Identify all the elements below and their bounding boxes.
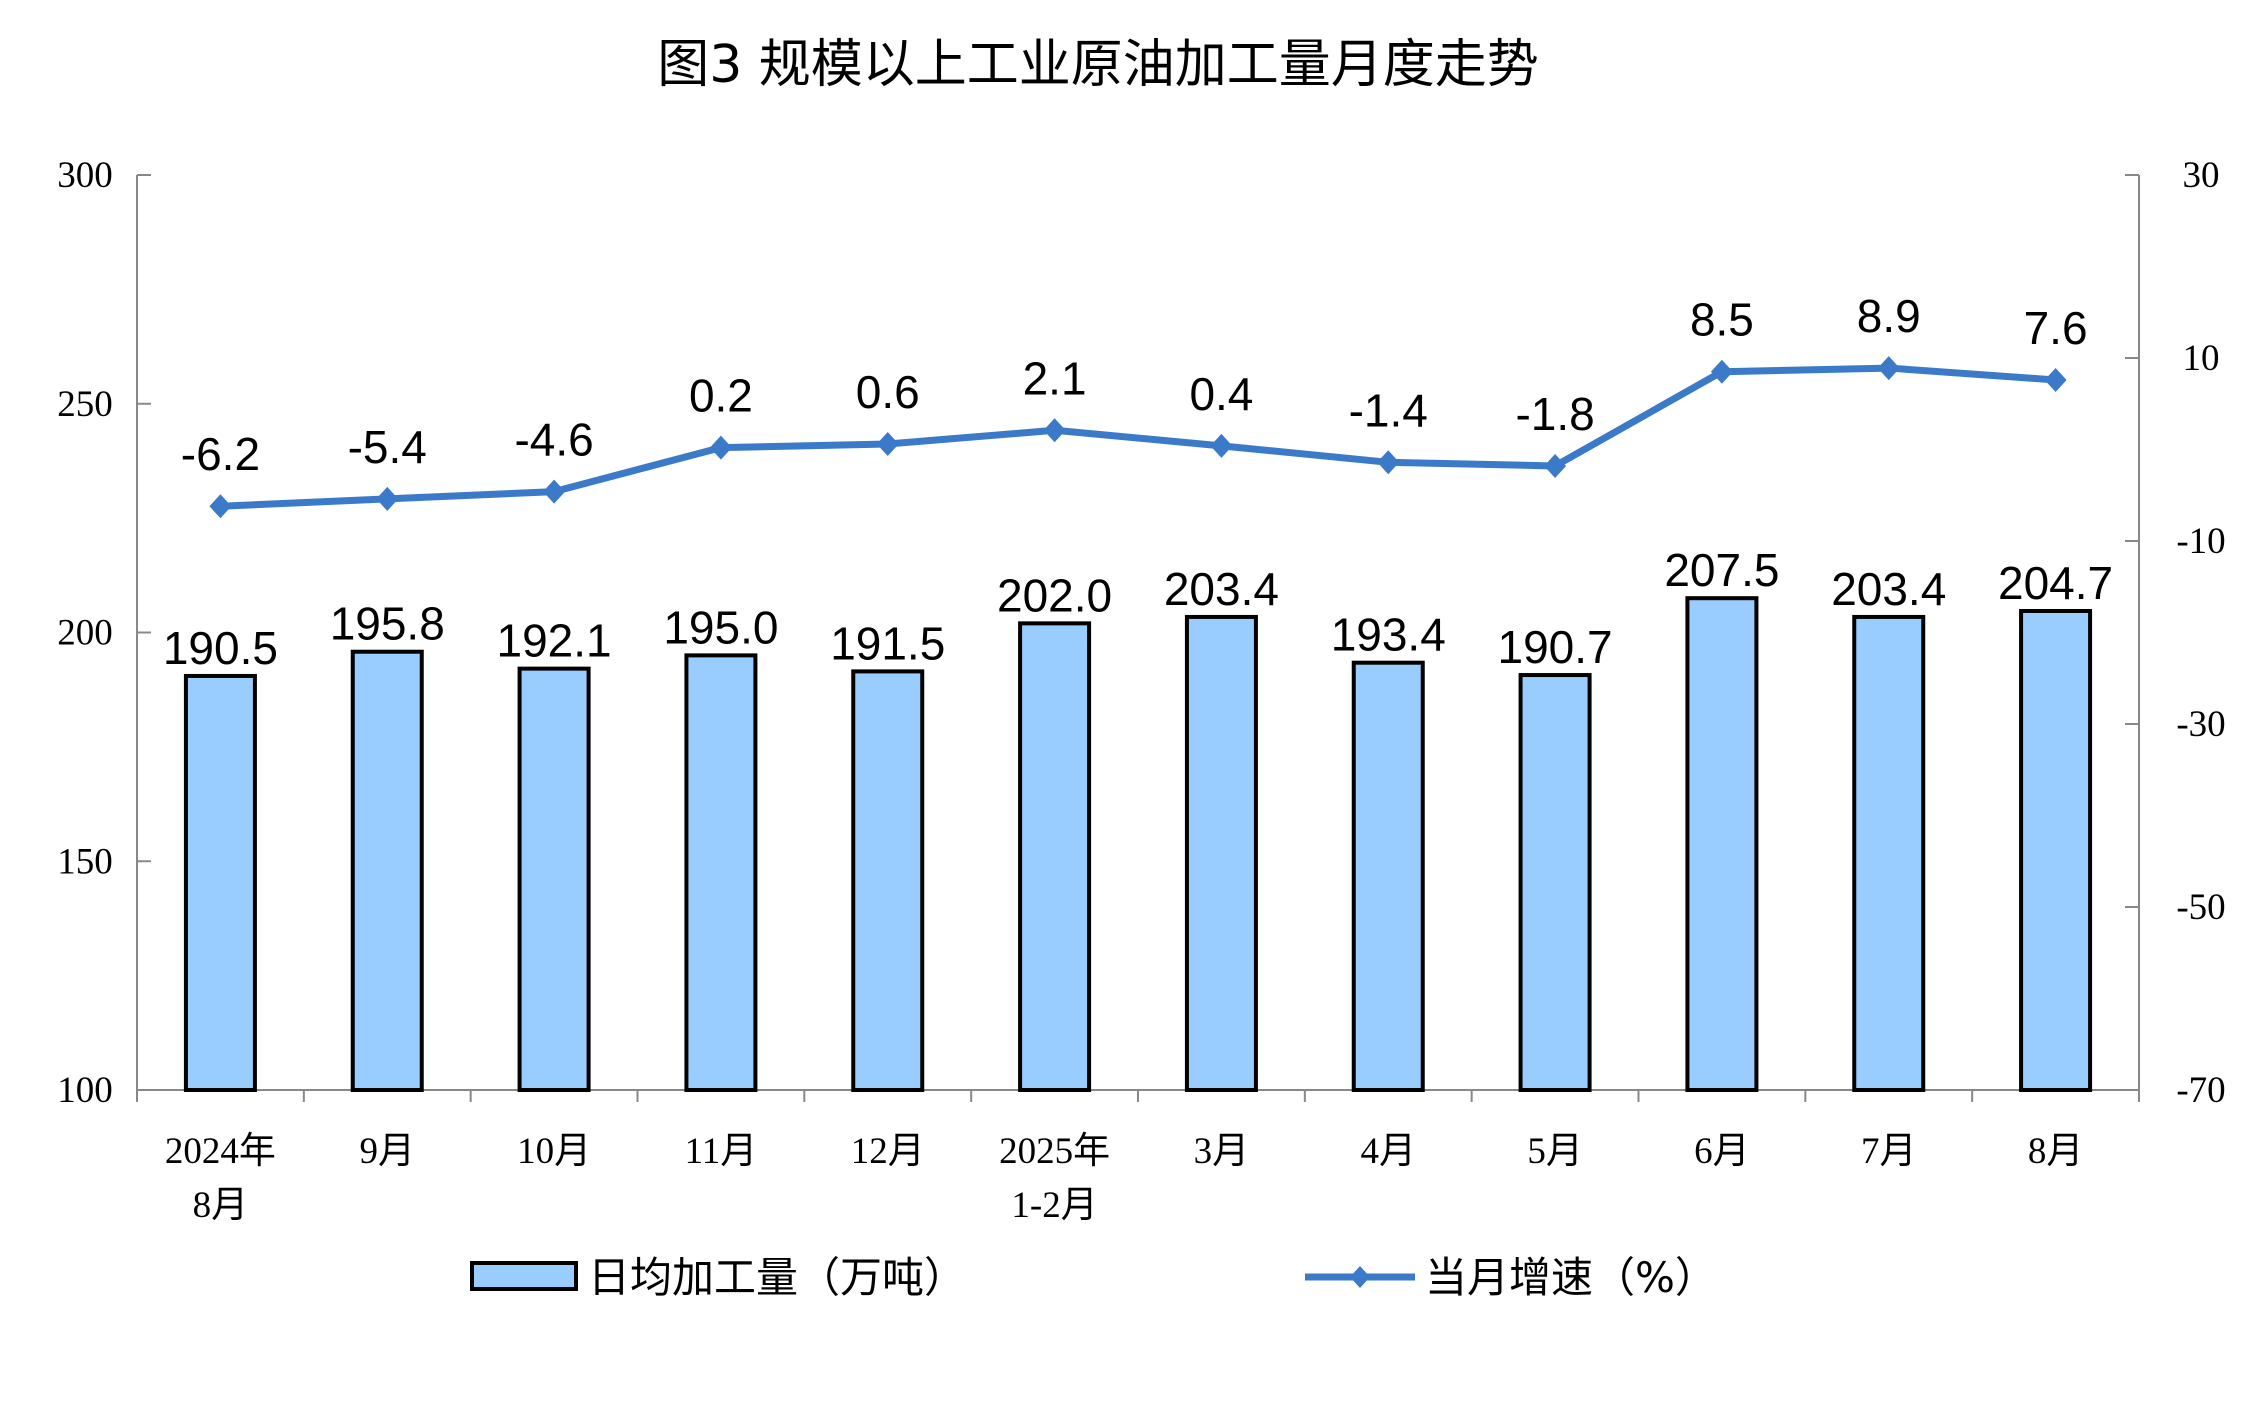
line-marker: [1377, 450, 1400, 475]
bar-series: 190.5 195.8 192.1 195.0 191.5 202.0 203.4 193.4…: [163, 544, 2113, 1093]
bar-data-label: 207.5: [1664, 544, 1779, 596]
left-tick-label: 200: [57, 613, 113, 654]
bar: [1018, 621, 1092, 1092]
bar-data-label: 202.0: [997, 569, 1112, 621]
line-marker: [1877, 356, 1900, 381]
legend-line-marker: [1350, 1266, 1370, 1288]
line-series: -6.2 -5.4 -4.6 0.2 0.6 2.1 0.4 -1.4 -1.8 8.5 8.9 7.…: [181, 290, 2088, 519]
x-tick-label: 9月: [360, 1131, 416, 1172]
line-data-label: 7.6: [2024, 302, 2088, 354]
bar: [1351, 660, 1425, 1092]
bar: [684, 653, 758, 1092]
x-tick-label: 5月: [1527, 1131, 1583, 1172]
x-tick-label: 1-2月: [1011, 1185, 1097, 1226]
axes: 100 150 200 250 300 -70 -50 -30 -10 10 30 2024年 8月 9月…: [57, 155, 2225, 1226]
line-marker: [1210, 433, 1233, 458]
line-marker: [1544, 453, 1567, 478]
x-tick-label: 12月: [851, 1131, 925, 1172]
bar-data-label: 204.7: [1998, 557, 2113, 609]
right-tick-label: -10: [2176, 521, 2225, 562]
x-tick-label: 2024年: [165, 1130, 276, 1172]
bar: [1518, 673, 1592, 1092]
x-tick-label: 8月: [2028, 1131, 2084, 1172]
bar-data-label: 193.4: [1331, 609, 1446, 661]
line-marker: [1710, 359, 1733, 384]
right-tick-label: -70: [2176, 1070, 2225, 1111]
bar: [851, 669, 925, 1092]
bar: [517, 666, 591, 1093]
bar-data-label: 190.7: [1498, 621, 1613, 673]
line-data-label: 0.4: [1189, 368, 1253, 420]
bar: [183, 673, 257, 1093]
bar: [350, 649, 424, 1093]
right-tick-label: -30: [2176, 704, 2225, 745]
legend: 日均加工量（万吨） 当月增速（%）: [470, 1253, 1717, 1302]
bar-data-label: 192.1: [497, 615, 612, 667]
line-marker: [209, 494, 232, 519]
x-tick-label: 10月: [517, 1131, 591, 1172]
line-data-label: 8.5: [1690, 294, 1754, 346]
bar-data-label: 203.4: [1831, 563, 1946, 615]
bar-data-label: 195.0: [663, 601, 778, 653]
bar: [1184, 614, 1258, 1092]
left-tick-label: 150: [57, 841, 113, 882]
left-tick-label: 250: [57, 384, 113, 425]
line-marker: [1043, 418, 1066, 443]
bar-data-label: 191.5: [830, 617, 945, 669]
legend-bar-swatch: [470, 1261, 578, 1291]
line-data-label: -6.2: [181, 428, 260, 480]
line-data-label: -5.4: [348, 421, 427, 473]
line-data-label: 2.1: [1023, 352, 1087, 404]
line-data-label: 0.6: [856, 366, 920, 418]
x-tick-label: 4月: [1361, 1131, 1417, 1172]
legend-line-label: 当月增速（%）: [1425, 1253, 1717, 1302]
x-tick-label: 11月: [685, 1131, 758, 1172]
legend-bar-label: 日均加工量（万吨）: [588, 1253, 966, 1302]
line-marker: [2044, 367, 2067, 392]
growth-line: [220, 364, 2056, 510]
right-tick-label: -50: [2176, 887, 2225, 928]
right-tick-label: 30: [2183, 155, 2220, 196]
chart-title: 图3 规模以上工业原油加工量月度走势: [657, 35, 1539, 95]
bar: [1852, 614, 1926, 1092]
line-marker: [876, 432, 899, 457]
line-marker: [376, 486, 399, 511]
bar: [1685, 596, 1759, 1092]
left-tick-label: 300: [57, 155, 113, 196]
bar-data-label: 203.4: [1164, 563, 1279, 615]
x-tick-label: 2025年: [999, 1130, 1110, 1172]
bar-data-label: 195.8: [330, 598, 445, 650]
line-data-label: 0.2: [689, 370, 753, 422]
line-data-label: -4.6: [514, 414, 593, 466]
x-tick-label: 7月: [1861, 1131, 1917, 1172]
line-marker: [543, 479, 566, 504]
line-data-label: -1.4: [1349, 384, 1428, 436]
x-tick-label: 6月: [1694, 1131, 1750, 1172]
line-data-label: -1.8: [1515, 388, 1594, 440]
bar-data-label: 190.5: [163, 622, 278, 674]
left-tick-label: 100: [57, 1070, 113, 1111]
right-tick-label: 10: [2183, 338, 2220, 379]
line-marker: [709, 435, 732, 460]
line-data-label: 8.9: [1857, 290, 1921, 342]
x-tick-label: 8月: [193, 1185, 249, 1226]
x-tick-label: 3月: [1194, 1131, 1250, 1172]
bar: [2019, 608, 2093, 1092]
